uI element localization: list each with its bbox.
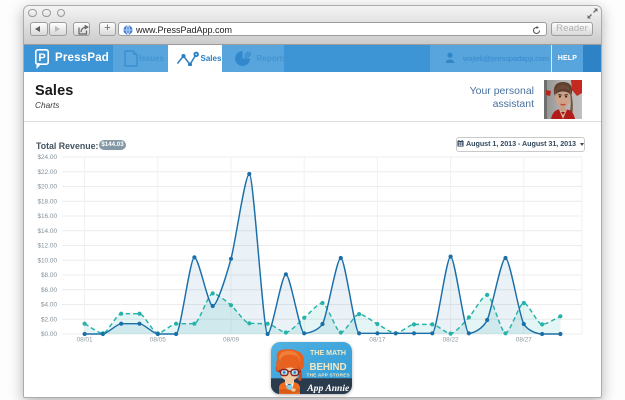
- svg-text:$4.00: $4.00: [41, 302, 57, 309]
- svg-text:08/17: 08/17: [369, 337, 385, 344]
- svg-text:$6.00: $6.00: [41, 287, 57, 294]
- svg-text:$2.00: $2.00: [41, 316, 57, 323]
- svg-text:$14.00: $14.00: [37, 228, 57, 235]
- svg-text:$12.00: $12.00: [37, 243, 57, 250]
- svg-text:$24.00: $24.00: [37, 154, 57, 161]
- svg-text:$16.00: $16.00: [37, 213, 57, 220]
- svg-text:08/09: 08/09: [223, 337, 239, 344]
- svg-text:08/05: 08/05: [150, 337, 166, 344]
- svg-text:08/01: 08/01: [77, 337, 93, 344]
- svg-text:P: P: [38, 52, 45, 64]
- svg-text:THE MATH: THE MATH: [310, 349, 346, 357]
- svg-text:BEHIND: BEHIND: [310, 362, 347, 373]
- svg-text:THE APP STORES: THE APP STORES: [307, 373, 350, 378]
- svg-text:08/27: 08/27: [516, 337, 532, 344]
- svg-text:$8.00: $8.00: [41, 272, 57, 279]
- svg-text:$20.00: $20.00: [37, 184, 57, 191]
- svg-text:08/22: 08/22: [443, 337, 459, 344]
- svg-text:$18.00: $18.00: [37, 198, 57, 205]
- svg-text:$10.00: $10.00: [37, 257, 57, 264]
- svg-text:$0.00: $0.00: [41, 331, 57, 338]
- svg-text:App Annie: App Annie: [306, 383, 350, 394]
- svg-text:$22.00: $22.00: [37, 169, 57, 176]
